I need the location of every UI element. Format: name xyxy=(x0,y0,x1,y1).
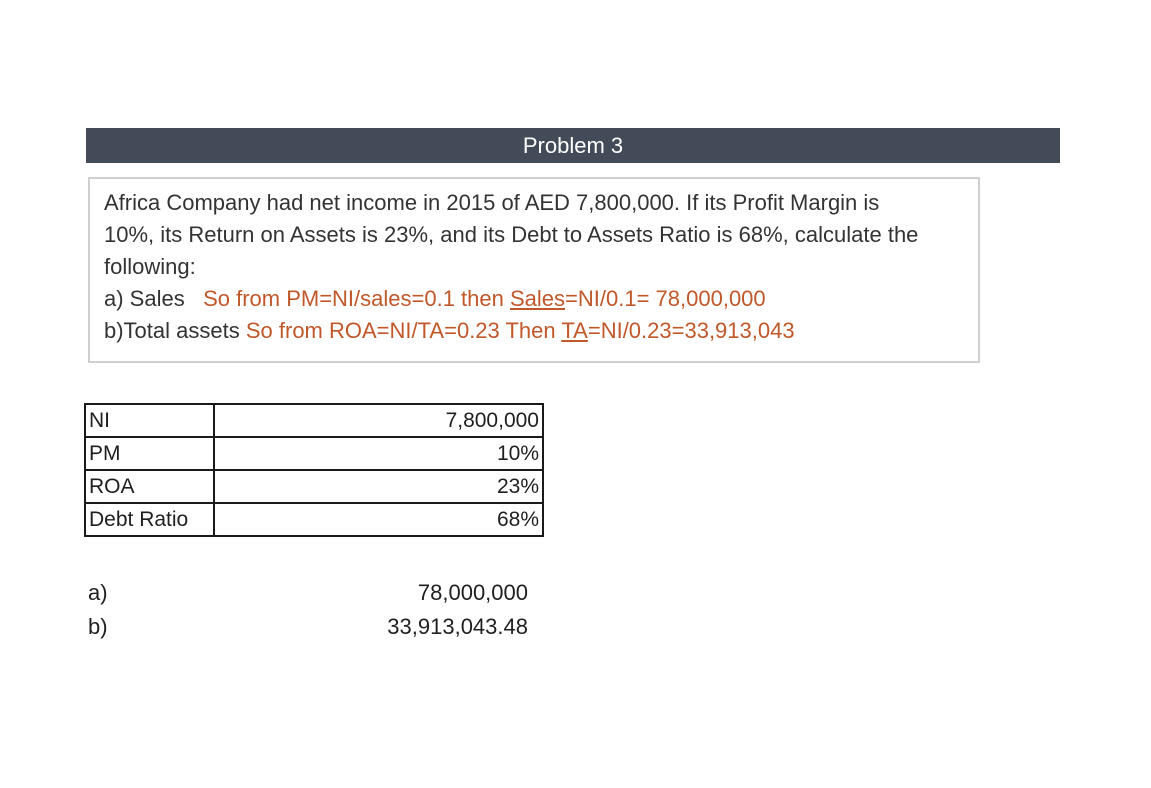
given-values-table: NI 7,800,000 PM 10% ROA 23% Debt Ratio 6… xyxy=(84,403,544,537)
part-b-label: b)Total assets xyxy=(104,318,240,343)
row-value: 68% xyxy=(213,502,544,537)
part-b-note-start: So from ROA=NI/TA=0.23 Then xyxy=(245,318,562,343)
part-a-line: a) Sales So from PM=NI/sales=0.1 then Sa… xyxy=(104,283,964,315)
part-b-line: b)Total assets So from ROA=NI/TA=0.23 Th… xyxy=(104,315,964,347)
part-b-note-end: =NI/0.23=33,913,043 xyxy=(587,318,795,343)
part-a-note: So from PM=NI/sales=0.1 then Sales=NI/0.… xyxy=(203,286,766,311)
row-label: PM xyxy=(84,436,215,471)
table-row: NI 7,800,000 xyxy=(84,403,544,438)
part-a-label: a) Sales xyxy=(104,286,185,311)
answer-value: 33,913,043.48 xyxy=(387,614,528,639)
answer-row-a: a) 78,000,000 xyxy=(88,576,528,610)
table-row: Debt Ratio 68% xyxy=(84,502,544,537)
answer-row-b: b) 33,913,043.48 xyxy=(88,610,528,644)
problem-text-line-3: following: xyxy=(104,254,196,279)
row-label: Debt Ratio xyxy=(84,502,215,537)
answers-section: a) 78,000,000 b) 33,913,043.48 xyxy=(88,576,528,644)
part-b-note: So from ROA=NI/TA=0.23 Then TA=NI/0.23=3… xyxy=(246,318,795,343)
part-a-note-end: =NI/0.1= 78,000,000 xyxy=(565,286,766,311)
table-row: ROA 23% xyxy=(84,469,544,504)
row-value: 7,800,000 xyxy=(213,403,544,438)
problem-text-line-1: Africa Company had net income in 2015 of… xyxy=(104,190,880,215)
problem-title: Problem 3 xyxy=(522,133,624,158)
problem-statement-box: Africa Company had net income in 2015 of… xyxy=(88,177,980,363)
row-value: 23% xyxy=(213,469,544,504)
part-b-note-underlined: TA xyxy=(561,318,588,343)
problem-text-line-2: 10%, its Return on Assets is 23%, and it… xyxy=(104,222,919,247)
row-value: 10% xyxy=(213,436,544,471)
answer-label: a) xyxy=(88,580,108,605)
problem-header: Problem 3 xyxy=(86,128,1060,163)
part-a-note-start: So from PM=NI/sales=0.1 then xyxy=(203,286,510,311)
row-label: ROA xyxy=(84,469,215,504)
table-row: PM 10% xyxy=(84,436,544,471)
row-label: NI xyxy=(84,403,215,438)
answer-label: b) xyxy=(88,614,108,639)
answer-value: 78,000,000 xyxy=(417,580,528,605)
part-a-note-underlined: Sales xyxy=(510,286,566,311)
